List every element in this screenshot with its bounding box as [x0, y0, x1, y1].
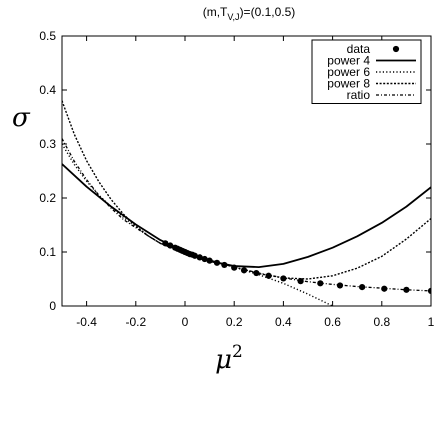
legend-box — [311, 39, 422, 104]
legend-label-power-4: power 4 — [327, 54, 370, 68]
y-tick-label: 0.2 — [39, 191, 56, 205]
series-line-ratio — [62, 138, 431, 292]
legend-label-data: data — [347, 42, 371, 56]
plot-area — [62, 100, 431, 306]
plot-frame — [61, 35, 432, 307]
y-axis-title: σ — [12, 103, 31, 133]
series-line-power-4 — [62, 163, 431, 269]
y-tick-label: 0.1 — [39, 245, 56, 259]
chart-title: (m,TV,J)=(0.1,0.5) — [203, 5, 296, 22]
y-tick-label: 0.5 — [39, 29, 56, 43]
legend-label-ratio: ratio — [347, 88, 371, 102]
series-line-power-8 — [62, 100, 431, 280]
legend-label-power-6: power 6 — [327, 65, 370, 79]
data-point — [381, 285, 388, 292]
data-point — [336, 282, 344, 289]
x-axis-title: μ2 — [215, 342, 243, 375]
series-line-power-6 — [62, 143, 333, 306]
x-tick-label: 0 — [182, 315, 189, 329]
x-tick-label: 0.2 — [226, 315, 243, 329]
x-tick-label: 0.8 — [373, 315, 390, 329]
x-tick-label: 1 — [428, 315, 435, 329]
chart-title-subscript: V,J — [227, 12, 239, 22]
x-tick-label: 0.4 — [275, 315, 292, 329]
data-point — [317, 280, 324, 287]
legend-marker-data — [392, 45, 400, 53]
y-tick-label: 0.3 — [39, 137, 56, 151]
legend-label-power-8: power 8 — [327, 77, 370, 91]
y-tick-label: 0 — [49, 299, 56, 313]
x-tick-label: -0.4 — [76, 315, 97, 329]
data-point — [297, 278, 304, 285]
x-tick-label: -0.2 — [125, 315, 146, 329]
x-axis-title-superscript: 2 — [232, 342, 243, 362]
x-tick-label: 0.6 — [324, 315, 341, 329]
axis-ticks: -0.4 -0.2 0 0.2 0.4 0.6 0.8 1 0 0.1 0.2 0.3 0.4 0.5 — [39, 29, 434, 329]
y-tick-label: 0.4 — [39, 83, 56, 97]
data-point — [427, 287, 431, 294]
